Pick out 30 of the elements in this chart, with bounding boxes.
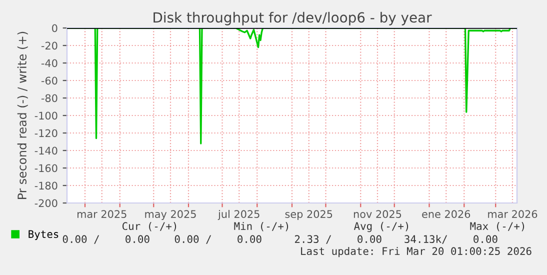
text: Cur (-/+) (122, 222, 176, 232)
text: 34.13k/ 0.00 (404, 234, 498, 244)
x-tick-label: sep 2025 (285, 210, 332, 220)
y-tick-label: -80 (41, 94, 58, 102)
x-tick-label: nov 2025 (354, 210, 402, 218)
y-tick-label: -60 (41, 76, 58, 85)
chart-title: Disk throughput for /dev/loop6 - by year (154, 12, 432, 26)
y-tick-label: 0 (52, 24, 58, 32)
text: 0.00 / 0.00 (174, 235, 262, 244)
y-tick-label: -160 (34, 164, 58, 172)
y-tick-label: -100 (34, 112, 58, 120)
text: 0.00 / 0.00 (62, 235, 150, 244)
y-axis-title: Pr second read (-) / write (+) (17, 32, 28, 199)
y-tick-label: -20 (41, 42, 58, 50)
y-tick-label: -180 (34, 182, 58, 190)
text: 2.33 / 0.00 (294, 235, 382, 244)
legend-label: Bytes (28, 230, 58, 240)
x-tick-label: mar 2025 (78, 210, 126, 218)
text: Last update: Fri Mar 20 01:00:25 2026 (301, 246, 532, 258)
x-tick-label: mar 2026 (488, 210, 538, 218)
y-tick-label: -40 (41, 59, 58, 68)
x-tick-label: jul 2025 (218, 210, 260, 220)
text: Min (-/+) (234, 222, 288, 232)
y-tick-label: -200 (34, 199, 58, 208)
text: Avg (-/+) (354, 222, 408, 232)
text: Max (-/+) (470, 222, 524, 232)
y-tick-label: -120 (34, 129, 58, 138)
y-tick-label: -140 (34, 146, 58, 155)
x-tick-label: may 2025 (145, 210, 196, 220)
x-tick-label: ene 2026 (422, 210, 470, 218)
